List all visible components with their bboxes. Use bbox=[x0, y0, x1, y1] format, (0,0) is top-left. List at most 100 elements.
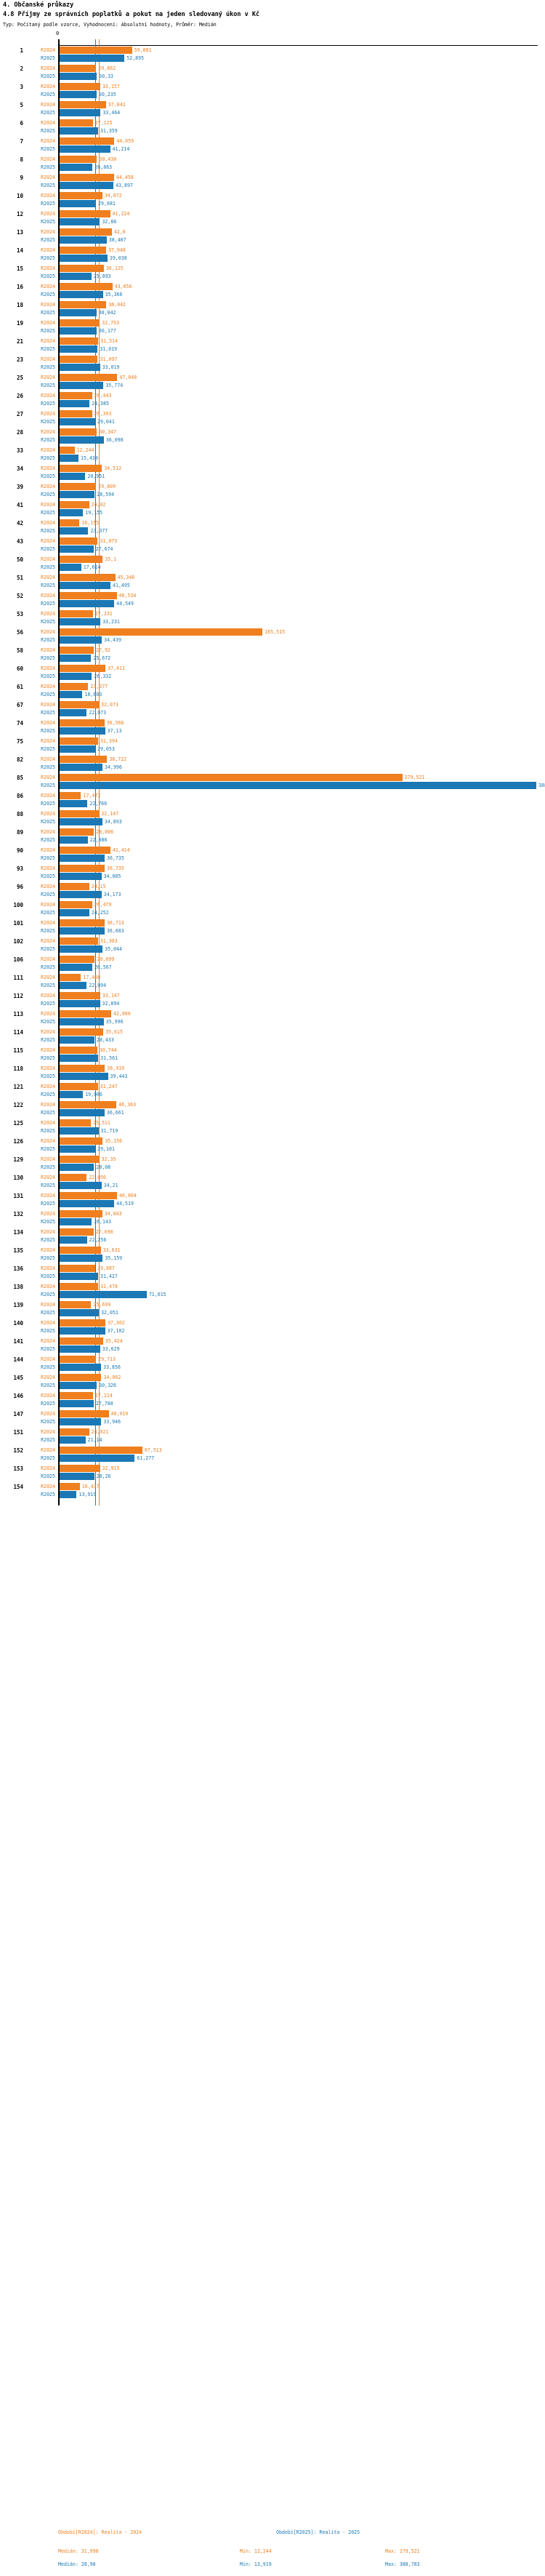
bar-2024[interactable] bbox=[60, 865, 105, 872]
bar-2025[interactable] bbox=[60, 836, 88, 844]
bar-2025[interactable] bbox=[60, 1127, 99, 1135]
bar-2024[interactable] bbox=[60, 137, 115, 145]
bar-2024[interactable] bbox=[60, 301, 107, 308]
bar-2025[interactable] bbox=[60, 1273, 99, 1280]
bar-2025[interactable] bbox=[60, 1145, 96, 1153]
bar-2024[interactable] bbox=[60, 1137, 103, 1145]
bar-2024[interactable] bbox=[60, 1010, 111, 1017]
bar-2025[interactable] bbox=[60, 1018, 104, 1025]
bar-2024[interactable] bbox=[60, 1301, 92, 1308]
bar-2024[interactable] bbox=[60, 47, 132, 54]
bar-2024[interactable] bbox=[60, 265, 104, 272]
bar-2024[interactable] bbox=[60, 1047, 97, 1054]
bar-2024[interactable] bbox=[60, 683, 89, 690]
bar-2025[interactable] bbox=[60, 145, 110, 153]
bar-2024[interactable] bbox=[60, 665, 106, 672]
bar-2024[interactable] bbox=[60, 428, 97, 436]
bar-2025[interactable] bbox=[60, 345, 98, 353]
bar-2025[interactable] bbox=[60, 1200, 115, 1207]
bar-2024[interactable] bbox=[60, 101, 106, 108]
bar-2024[interactable] bbox=[60, 537, 98, 545]
bar-2024[interactable] bbox=[60, 319, 100, 327]
bar-2024[interactable] bbox=[60, 1410, 109, 1417]
bar-2025[interactable] bbox=[60, 818, 102, 825]
bar-2025[interactable] bbox=[60, 782, 536, 789]
bar-2024[interactable] bbox=[60, 1028, 104, 1036]
bar-2025[interactable] bbox=[60, 436, 104, 444]
bar-2025[interactable] bbox=[60, 1491, 77, 1498]
bar-2024[interactable] bbox=[60, 1337, 103, 1345]
bar-2024[interactable] bbox=[60, 610, 93, 617]
bar-2025[interactable] bbox=[60, 545, 94, 553]
bar-2024[interactable] bbox=[60, 847, 110, 854]
bar-2024[interactable] bbox=[60, 410, 92, 417]
bar-2024[interactable] bbox=[60, 1483, 80, 1490]
bar-2025[interactable] bbox=[60, 273, 92, 280]
bar-2024[interactable] bbox=[60, 210, 110, 217]
bar-2025[interactable] bbox=[60, 1473, 94, 1480]
bar-2025[interactable] bbox=[60, 709, 87, 716]
bar-2025[interactable] bbox=[60, 236, 107, 244]
bar-2024[interactable] bbox=[60, 901, 92, 908]
bar-2025[interactable] bbox=[60, 527, 89, 535]
bar-2025[interactable] bbox=[60, 636, 102, 644]
bar-2025[interactable] bbox=[60, 1455, 135, 1462]
bar-2025[interactable] bbox=[60, 1400, 94, 1407]
bar-2024[interactable] bbox=[60, 556, 103, 563]
bar-2024[interactable] bbox=[60, 974, 81, 981]
bar-2025[interactable] bbox=[60, 1218, 92, 1225]
bar-2025[interactable] bbox=[60, 1109, 105, 1116]
bar-2024[interactable] bbox=[60, 1447, 142, 1454]
bar-2024[interactable] bbox=[60, 792, 81, 799]
bar-2025[interactable] bbox=[60, 1236, 87, 1244]
bar-2024[interactable] bbox=[60, 956, 95, 963]
bar-2024[interactable] bbox=[60, 1228, 94, 1236]
bar-2024[interactable] bbox=[60, 156, 97, 163]
bar-2025[interactable] bbox=[60, 891, 102, 898]
bar-2025[interactable] bbox=[60, 473, 86, 480]
bar-2025[interactable] bbox=[60, 945, 103, 953]
bar-2024[interactable] bbox=[60, 83, 100, 90]
bar-2024[interactable] bbox=[60, 119, 93, 127]
bar-2024[interactable] bbox=[60, 174, 114, 181]
bar-2025[interactable] bbox=[60, 200, 97, 207]
bar-2024[interactable] bbox=[60, 447, 75, 454]
bar-2024[interactable] bbox=[60, 774, 403, 781]
bar-2025[interactable] bbox=[60, 1036, 94, 1044]
bar-2025[interactable] bbox=[60, 73, 97, 80]
bar-2024[interactable] bbox=[60, 647, 94, 654]
bar-2025[interactable] bbox=[60, 582, 110, 589]
bar-2025[interactable] bbox=[60, 727, 105, 735]
bar-2025[interactable] bbox=[60, 855, 105, 862]
bar-2025[interactable] bbox=[60, 964, 92, 971]
bar-2024[interactable] bbox=[60, 374, 118, 381]
bar-2024[interactable] bbox=[60, 483, 97, 490]
bar-2024[interactable] bbox=[60, 992, 100, 999]
bar-2024[interactable] bbox=[60, 392, 92, 399]
bar-2024[interactable] bbox=[60, 1265, 96, 1272]
bar-2024[interactable] bbox=[60, 592, 117, 599]
bar-2024[interactable] bbox=[60, 628, 263, 636]
bar-2025[interactable] bbox=[60, 491, 95, 498]
bar-2024[interactable] bbox=[60, 247, 107, 254]
bar-2024[interactable] bbox=[60, 719, 105, 727]
bar-2024[interactable] bbox=[60, 701, 100, 708]
bar-2024[interactable] bbox=[60, 883, 89, 890]
bar-2024[interactable] bbox=[60, 1210, 102, 1217]
bar-2024[interactable] bbox=[60, 519, 80, 527]
bar-2024[interactable] bbox=[60, 465, 102, 472]
bar-2025[interactable] bbox=[60, 218, 100, 225]
bar-2024[interactable] bbox=[60, 501, 89, 508]
bar-2024[interactable] bbox=[60, 1156, 100, 1163]
bar-2025[interactable] bbox=[60, 127, 98, 135]
bar-2025[interactable] bbox=[60, 364, 100, 371]
bar-2024[interactable] bbox=[60, 1083, 98, 1090]
bar-2024[interactable] bbox=[60, 810, 100, 817]
bar-2025[interactable] bbox=[60, 509, 84, 516]
bar-2025[interactable] bbox=[60, 1364, 102, 1371]
bar-2025[interactable] bbox=[60, 164, 93, 171]
bar-2024[interactable] bbox=[60, 1428, 89, 1436]
bar-2025[interactable] bbox=[60, 618, 101, 625]
bar-2025[interactable] bbox=[60, 418, 95, 425]
bar-2024[interactable] bbox=[60, 1101, 117, 1108]
